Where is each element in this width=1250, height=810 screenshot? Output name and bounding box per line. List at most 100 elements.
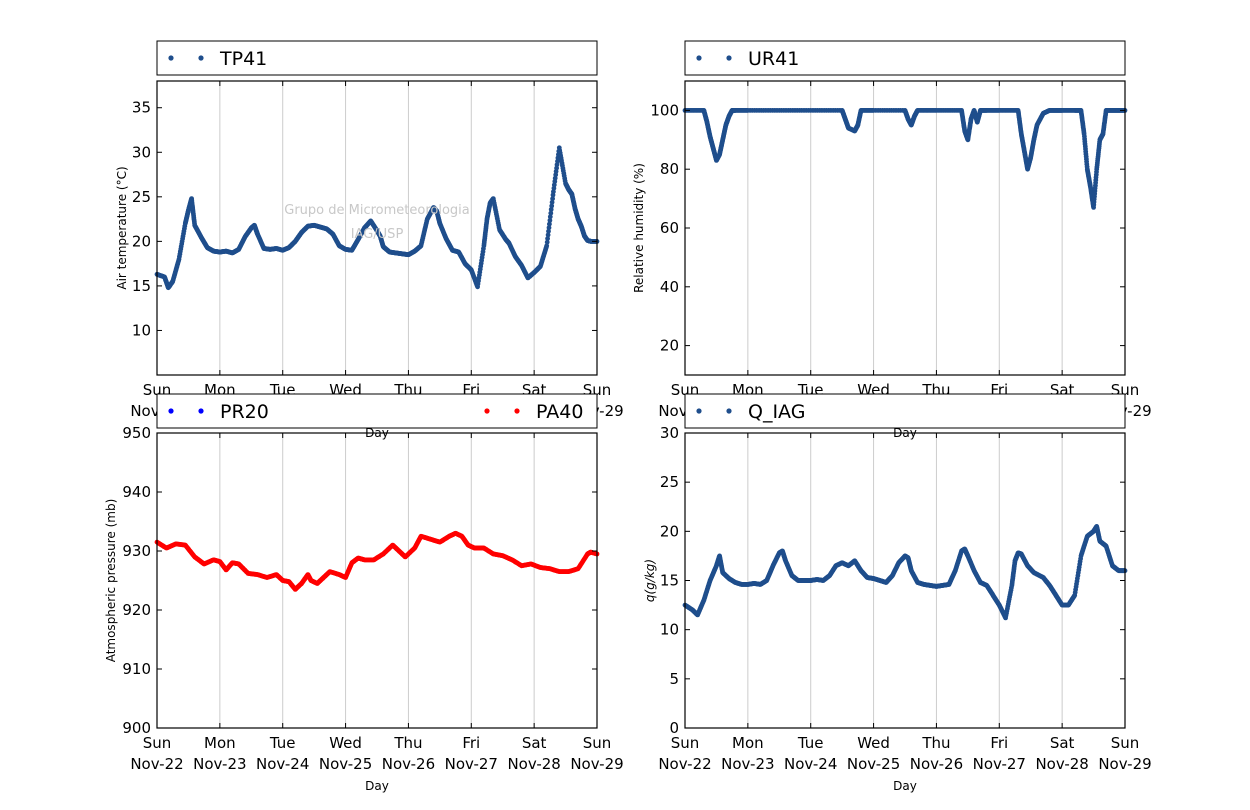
data-point	[547, 214, 553, 220]
panel-pressure: 900 910 920 930 940 950 Sun Nov-22 Mon Nov-23 Tue N…	[104, 393, 624, 793]
data-point	[544, 243, 550, 249]
data-point	[549, 199, 555, 205]
y-tick-label: 930	[122, 542, 151, 560]
y-tick-label: 5	[669, 670, 679, 688]
panel-humidity: 20406080100SunNov-22MonNov-23TueNov-24We…	[632, 40, 1152, 440]
legend-label: PR20	[220, 401, 269, 423]
legend-label: Q_IAG	[748, 401, 805, 423]
data-point	[549, 203, 555, 209]
y-axis-label: Atmospheric pressure (mb)	[104, 499, 118, 663]
y-tick-label: 25	[660, 473, 679, 491]
x-tick-date: Nov-23	[721, 755, 774, 773]
y-tick-label: 15	[132, 277, 151, 295]
x-axis-label: Day	[365, 779, 389, 793]
x-tick-date: Nov-24	[256, 755, 309, 773]
x-tick-date: Nov-29	[570, 755, 623, 773]
y-tick-label: 950	[122, 424, 151, 442]
legend-label: UR41	[748, 48, 799, 70]
y-tick-label: 30	[660, 424, 679, 442]
y-tick-label: 35	[132, 99, 151, 117]
plot-frame	[156, 432, 598, 729]
y-tick-label: 80	[660, 160, 679, 178]
y-tick-label: 20	[660, 522, 679, 540]
legend-frame	[684, 393, 1126, 429]
plot-frame	[156, 80, 598, 376]
legend: TP41	[156, 40, 598, 76]
x-tick-date: Nov-26	[910, 755, 963, 773]
x-tick-day: Mon	[204, 734, 236, 752]
y-tick-label: 15	[660, 572, 679, 590]
data-point	[548, 207, 554, 212]
y-tick-label: 940	[122, 483, 151, 501]
data-point	[545, 232, 551, 238]
y-tick-label: 920	[122, 601, 151, 619]
x-tick-day: Sun	[143, 734, 172, 752]
x-tick-day: Tue	[797, 734, 824, 752]
x-tick-day: Sat	[522, 734, 547, 752]
x-tick-day: Mon	[732, 734, 764, 752]
legend-marker	[696, 408, 702, 414]
y-tick-label: 100	[650, 101, 679, 119]
data-point	[546, 228, 551, 234]
x-tick-date: Nov-25	[319, 755, 372, 773]
y-tick-label: 20	[660, 337, 679, 355]
x-tick-date: Nov-24	[784, 755, 837, 773]
x-tick-day: Thu	[393, 734, 422, 752]
watermark: Grupo de Micrometeorologia IAG/USP	[284, 203, 470, 242]
legend-marker	[168, 55, 174, 61]
legend-label: PA40	[536, 401, 583, 423]
data-point	[546, 225, 552, 231]
watermark-line: Grupo de Micrometeorologia	[284, 203, 470, 218]
x-tick-date: Nov-22	[130, 755, 183, 773]
legend-marker	[726, 55, 732, 61]
data-point	[550, 196, 555, 202]
y-tick-label: 900	[122, 719, 151, 737]
data-point	[547, 221, 552, 227]
y-tick-label: 20	[132, 232, 151, 250]
y-tick-label: 30	[132, 143, 151, 161]
legend-frame	[156, 40, 598, 76]
data-point	[547, 218, 553, 223]
y-tick-label: 10	[132, 321, 151, 339]
x-tick-date: Nov-27	[445, 755, 498, 773]
y-axis-label: Relative humidity (%)	[632, 163, 646, 293]
y-tick-label: 25	[132, 188, 151, 206]
x-tick-date: Nov-22	[658, 755, 711, 773]
y-axis-label: q(g/kg)	[643, 559, 657, 602]
x-tick-date: Nov-28	[507, 755, 560, 773]
legend-marker	[726, 408, 732, 414]
y-axis-label: Air temperature (°C)	[115, 166, 129, 289]
x-tick-day: Sun	[583, 734, 612, 752]
legend: UR41	[684, 40, 1126, 76]
x-tick-date: Nov-26	[382, 755, 435, 773]
legend-frame	[684, 40, 1126, 76]
series-Q_IAG	[682, 524, 1128, 621]
data-point	[548, 210, 554, 216]
legend-marker	[696, 55, 702, 61]
plot-frame	[684, 80, 1126, 376]
legend-marker	[484, 408, 490, 414]
x-tick-day: Sun	[671, 734, 700, 752]
legend-marker	[514, 408, 520, 414]
legend: Q_IAG	[684, 393, 1126, 429]
x-tick-day: Sun	[1111, 734, 1140, 752]
y-tick-label: 40	[660, 278, 679, 296]
plot-frame	[684, 432, 1126, 729]
legend-label: TP41	[219, 48, 267, 70]
legend-marker	[168, 408, 174, 414]
series-TP41	[154, 145, 600, 291]
y-tick-label: 10	[660, 621, 679, 639]
data-point	[544, 239, 550, 245]
x-tick-day: Sat	[1050, 734, 1075, 752]
series-UR41	[682, 108, 1128, 210]
x-tick-date: Nov-23	[193, 755, 246, 773]
x-tick-day: Wed	[329, 734, 362, 752]
x-tick-day: Fri	[990, 734, 1008, 752]
x-tick-day: Wed	[857, 734, 890, 752]
legend-frame	[156, 393, 598, 429]
panel-specific_humidity: 0 5 10 15 20 25 30 Sun Nov-22 Mon Nov-23 Tue Nov-24 W…	[643, 393, 1152, 793]
x-tick-date: Nov-28	[1035, 755, 1088, 773]
x-tick-day: Thu	[921, 734, 950, 752]
watermark-line: IAG/USP	[351, 227, 404, 242]
